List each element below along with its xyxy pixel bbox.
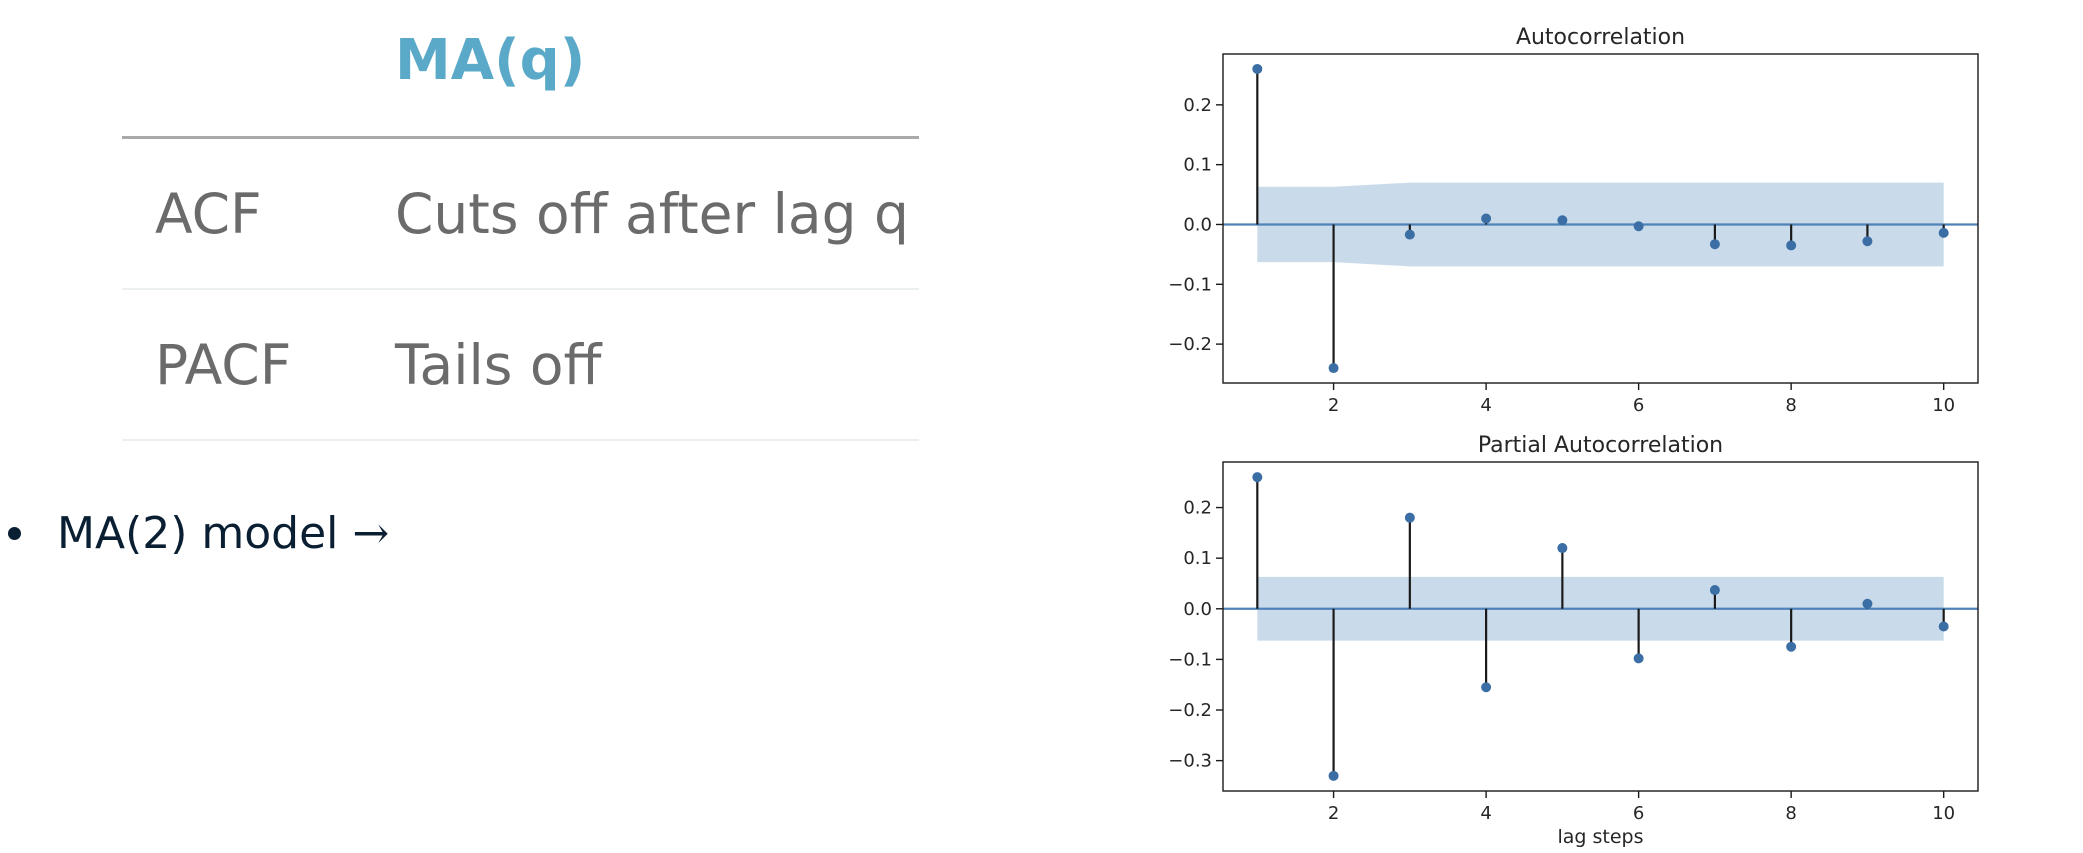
acf-marker: [1328, 363, 1339, 374]
acf-x-tick-label: 6: [1633, 395, 1644, 416]
pacf-marker: [1633, 653, 1644, 664]
bullet-item: MA(2) model →: [8, 508, 389, 559]
acf-plot-frame: [1222, 53, 1979, 384]
table-header-rule: [122, 136, 919, 139]
pacf-marker: [1938, 621, 1949, 632]
acf-marker: [1557, 215, 1568, 226]
pacf-marker: [1557, 543, 1568, 554]
pacf-marker: [1252, 472, 1263, 483]
acf-y-tick-label: 0.2: [1183, 95, 1212, 116]
pacf-chart: 2 4 6 8 10 −0.3 −0.2 −0.1 0.0 0.1 0.2 Partial Autoc…: [1168, 433, 1979, 848]
row-label-acf: ACF: [155, 182, 262, 246]
pacf-x-axis-label: lag steps: [1557, 826, 1643, 848]
table-header-maq: MA(q): [395, 28, 586, 93]
acf-x-tick-label: 2: [1328, 395, 1339, 416]
pacf-marker: [1481, 682, 1492, 693]
pacf-x-tick-label: 8: [1785, 803, 1796, 824]
pacf-y-tick-label: 0.2: [1183, 498, 1212, 519]
pacf-plot-frame: [1222, 461, 1979, 792]
pacf-y-tick-label: −0.2: [1168, 700, 1212, 721]
acf-marker: [1633, 221, 1644, 232]
pacf-x-tick-label: 4: [1480, 803, 1491, 824]
right-arrow-icon: →: [352, 508, 390, 559]
pacf-marker: [1709, 585, 1720, 596]
acf-x-tick-label: 4: [1480, 395, 1491, 416]
acf-marker: [1481, 213, 1492, 224]
pacf-y-tick-label: −0.3: [1168, 751, 1212, 772]
pacf-marker: [1328, 770, 1339, 781]
acf-marker: [1404, 229, 1415, 240]
pacf-x-tick-label: 10: [1932, 803, 1955, 824]
pacf-y-tick-label: −0.1: [1168, 649, 1212, 670]
acf-marker: [1862, 236, 1873, 247]
pacf-y-tick-label: 0.0: [1183, 599, 1212, 620]
pacf-y-tick-label: 0.1: [1183, 548, 1212, 569]
bullet-text: MA(2) model: [57, 508, 339, 559]
acf-y-tick-label: −0.2: [1168, 334, 1212, 355]
acf-marker: [1786, 240, 1797, 251]
acf-x-tick-label: 10: [1932, 395, 1955, 416]
acf-marker: [1709, 239, 1720, 250]
bullet-dot-icon: [8, 527, 21, 540]
row-label-pacf: PACF: [155, 333, 292, 397]
pacf-chart-title: Partial Autocorrelation: [1478, 433, 1723, 458]
acf-chart: 2 4 6 8 10 −0.2 −0.1 0.0 0.1 0.2 Autocorrelation: [1168, 25, 1979, 416]
table-bottom-rule: [122, 439, 919, 441]
acf-y-tick-label: 0.0: [1183, 214, 1212, 235]
acf-x-tick-label: 8: [1785, 395, 1796, 416]
table-row-divider: [122, 288, 919, 290]
pacf-marker: [1786, 641, 1797, 652]
correlation-charts: 2 4 6 8 10 −0.2 −0.1 0.0 0.1 0.2 Autocorrelation 2 4…: [1168, 25, 1979, 848]
acf-marker: [1252, 63, 1263, 74]
acf-y-tick-label: −0.1: [1168, 274, 1212, 295]
pacf-marker: [1404, 512, 1415, 523]
acf-y-tick-label: 0.1: [1183, 155, 1212, 176]
pacf-marker: [1862, 598, 1873, 609]
pacf-x-tick-label: 2: [1328, 803, 1339, 824]
acf-chart-title: Autocorrelation: [1516, 25, 1685, 50]
row-value-acf: Cuts off after lag q: [395, 182, 909, 246]
acf-marker: [1938, 227, 1949, 238]
pacf-x-tick-label: 6: [1633, 803, 1644, 824]
row-value-pacf: Tails off: [395, 333, 602, 397]
